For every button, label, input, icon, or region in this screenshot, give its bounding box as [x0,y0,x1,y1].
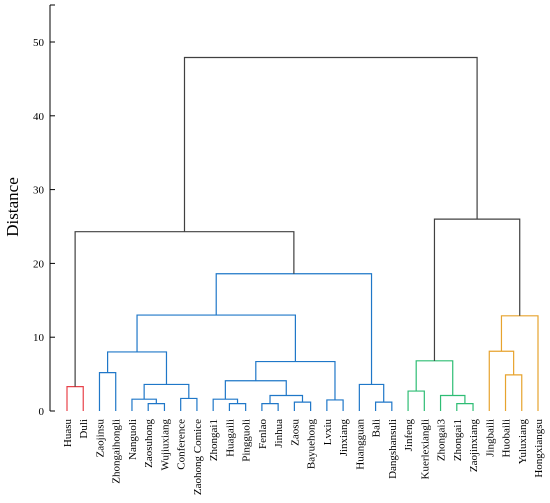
dendrogram-link-c13 [224,380,287,400]
leaf-label: Hongxiangsu [533,419,545,478]
leaf-label: Jingbaili [484,419,496,457]
dendrogram-link-c5 [180,397,198,411]
leaf-label: Wujiuxiang [159,419,171,471]
dendrogram-link-c7 [107,351,168,385]
dendrogram-link-c21 [407,390,425,411]
leaf-label: Huagaili [224,419,236,457]
dendrogram-link-c11 [293,401,312,411]
dendrogram-link-c1 [66,386,84,411]
leaf-label: Huobaili [501,419,513,458]
dendrogram-link-c10 [261,403,279,411]
leaf-label: Zhongaihongli [111,419,123,484]
leaf-label: Conference [176,419,188,470]
leaf-label: Duli [78,419,90,439]
leaf-label: Zhongai1 [208,419,220,461]
leaf-label: Zaojinxiang [468,419,480,473]
leaf-label: Nanguoli [127,419,139,460]
dendrogram-link-c22 [456,403,474,411]
leaf-label: Zaosuhong [143,419,155,468]
y-tick-label: 0 [39,406,45,418]
y-tick-label: 10 [33,332,45,344]
dendrogram-link-c2 [98,372,117,411]
y-tick-label: 30 [33,185,45,197]
dendrogram-link-c3 [147,403,166,411]
y-axis: 0 10 20 30 40 50 [33,4,55,418]
dendrogram-link-c6 [143,383,190,400]
leaf-label: Kuerlexiangli [419,419,431,479]
leaf-label: Jinxiang [338,419,350,457]
dendrogram-link-c16 [136,314,296,362]
dendrogram-link-c17 [374,401,393,411]
leaf-label: Fenlao [257,419,269,449]
leaf-label: Huangguan [354,419,366,470]
leaf-label: Pingguoli [241,419,253,462]
leaf-label: Zhongai1 [452,419,464,461]
dendrogram-link-c24 [415,360,454,396]
dendrogram-link-c14 [326,399,344,411]
leaf-label: Zhongai3 [436,419,448,462]
dendrogram-link-c4 [131,398,157,411]
leaf-label: Zaojinsu [94,419,106,458]
dendrogram-link-c19 [215,273,373,385]
dendrogram-link-c28 [433,218,521,361]
leaf-label: Jinhua [273,419,285,448]
leaf-labels: Huasu Duli Zaojinsu Zhongaihongli Nanguoli Za… [62,419,545,496]
y-axis-title: Distance [3,177,22,236]
dendrogram-link-c29 [183,56,478,232]
dendrogram-link-c25 [504,374,523,411]
leaf-label: Huasu [62,419,74,448]
dendrogram-link-c26 [488,350,515,411]
y-tick-label: 20 [33,258,45,270]
dendrogram-links [66,56,539,411]
leaf-label: Zaohong Comice [192,419,204,495]
dendrogram-link-c27 [500,315,539,411]
y-tick-label: 40 [33,111,45,123]
leaf-label: Lvxiu [322,419,334,446]
dendrogram-link-c9 [212,398,239,411]
leaf-label: Yuluxiang [517,419,529,465]
leaf-label: Bali [371,419,383,437]
dendrogram-link-c8 [228,403,247,411]
leaf-label: Dangshansuli [387,419,399,479]
leaf-label: Jinfeng [403,419,415,452]
leaf-label: Zaosu [289,419,301,446]
dendrogram-link-c18 [358,383,385,411]
y-tick-label: 50 [33,37,45,49]
leaf-label: Bayuehong [306,419,318,470]
